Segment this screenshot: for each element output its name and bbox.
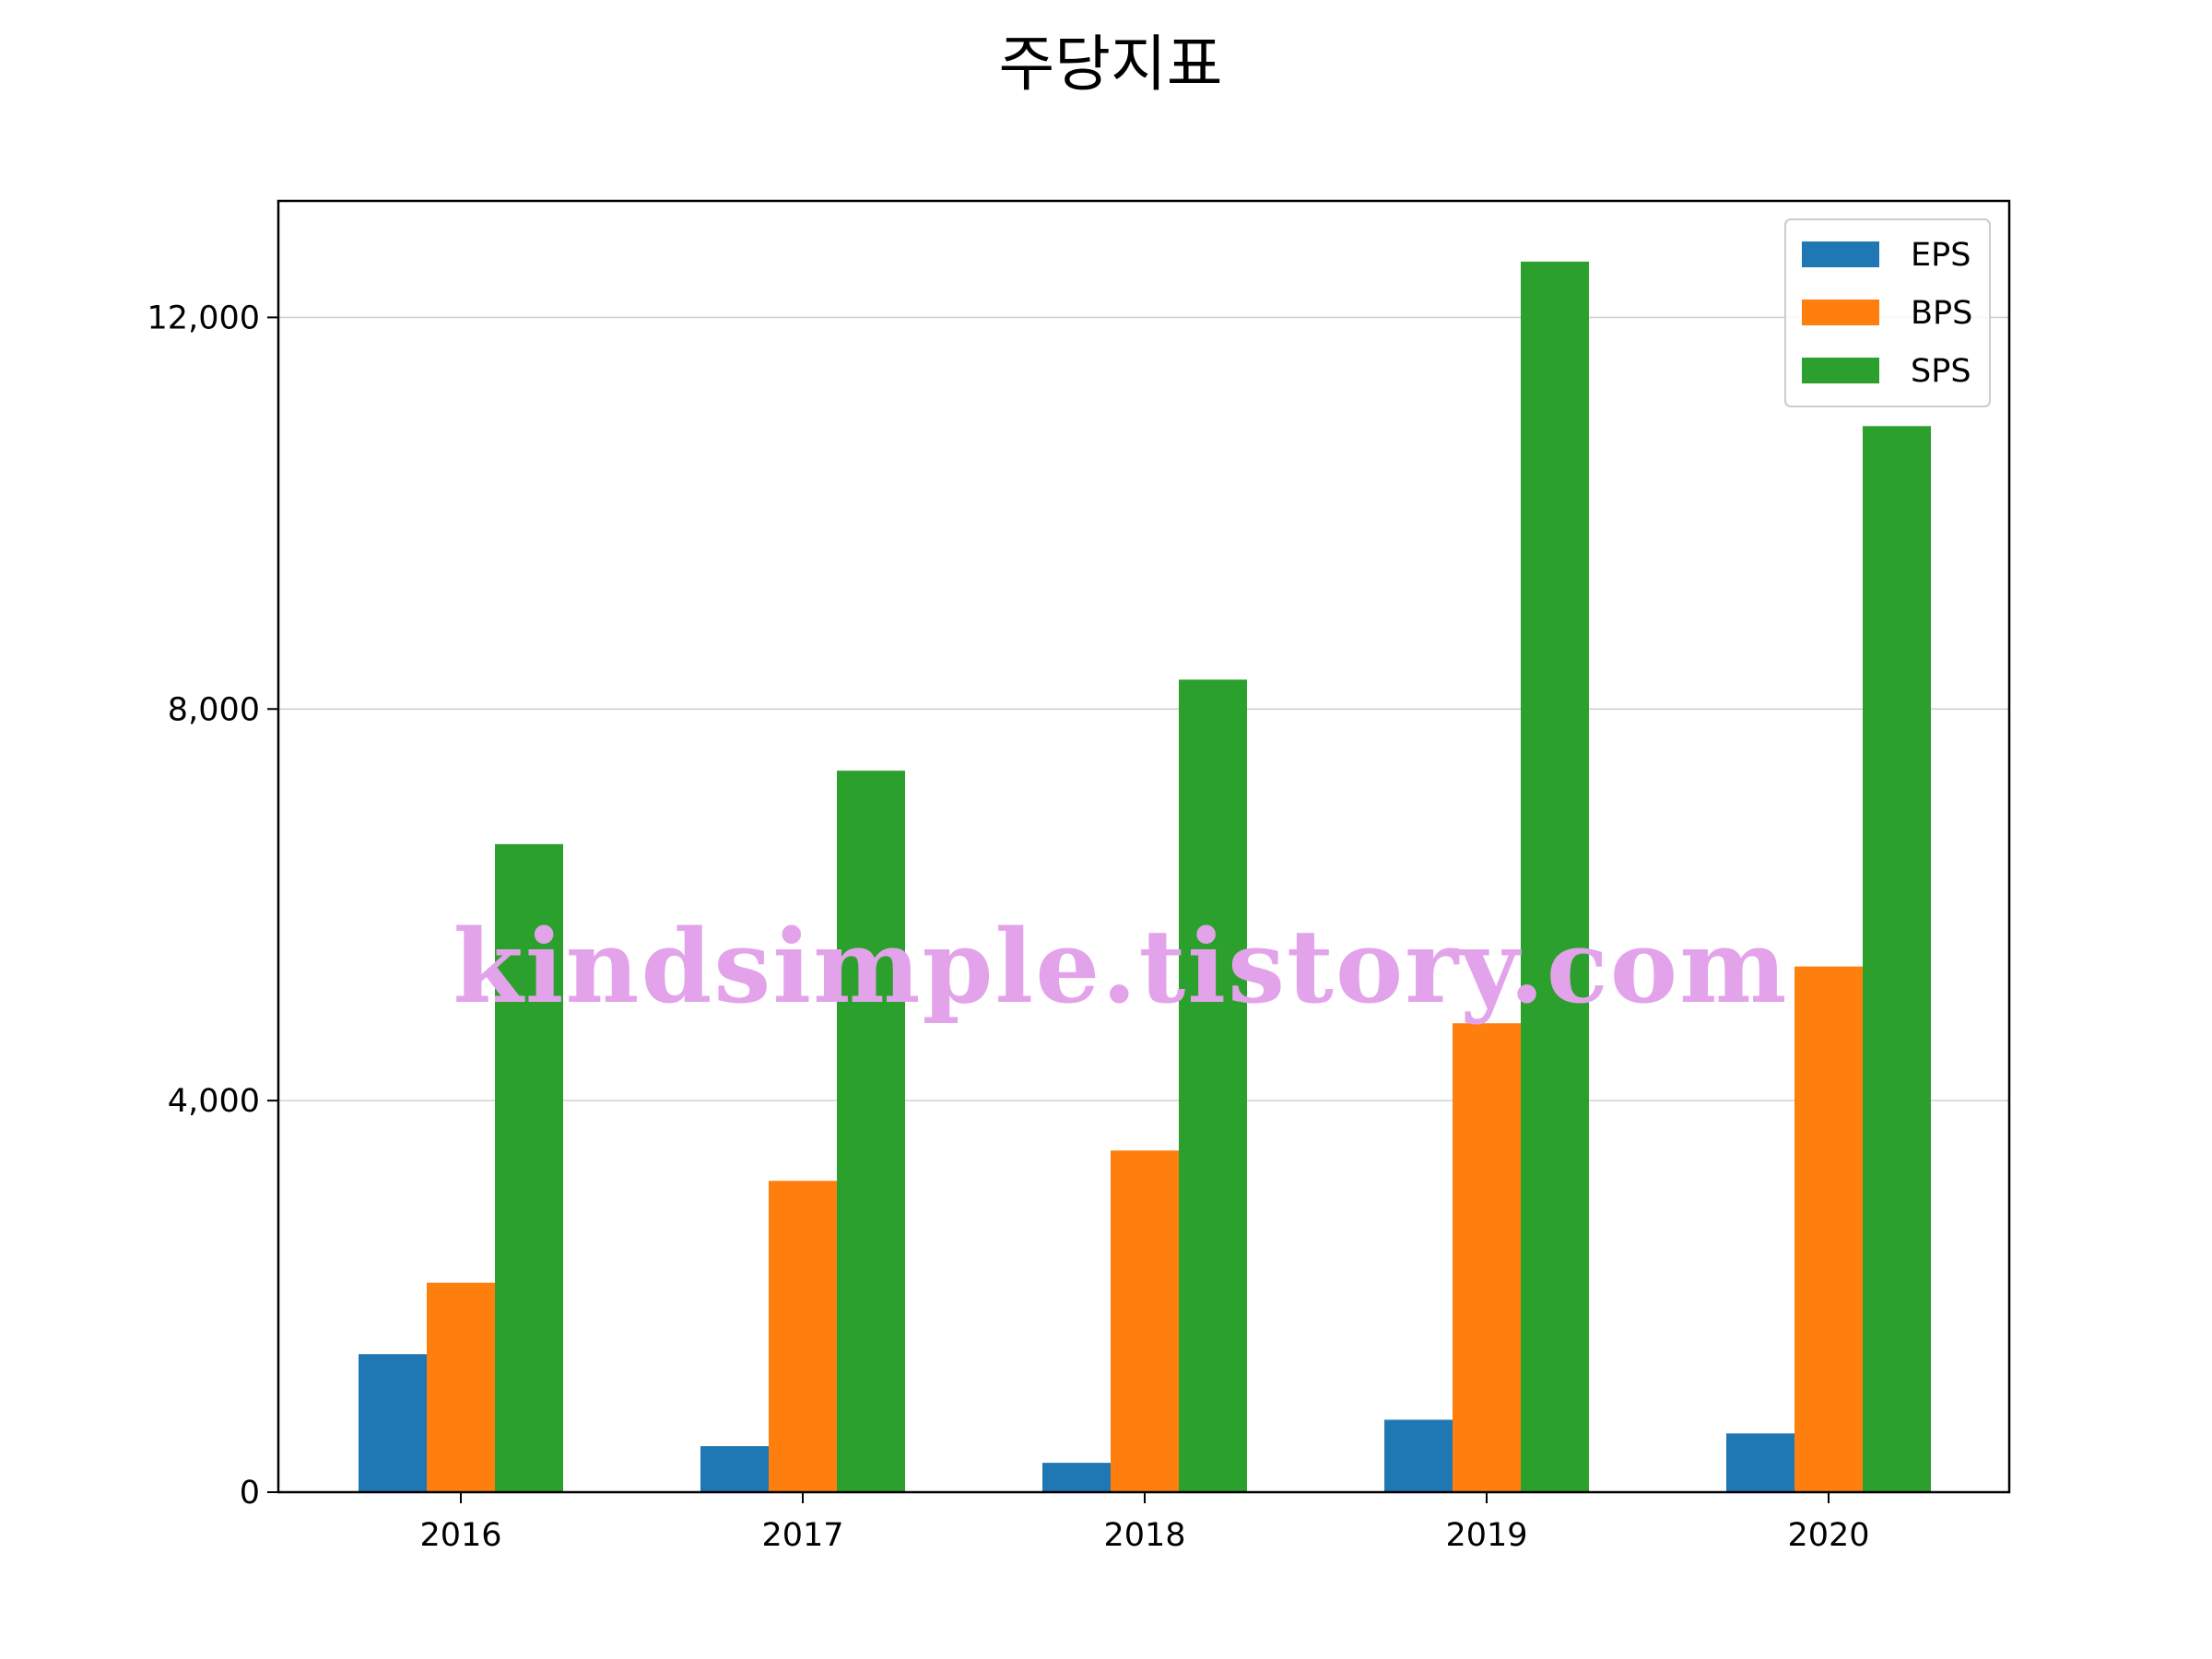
legend-swatch-sps	[1802, 358, 1879, 383]
legend-swatch-bps	[1802, 300, 1879, 325]
legend-label-bps: BPS	[1911, 295, 1972, 332]
y-tick-label: 0	[240, 1475, 260, 1512]
y-tick-label: 8,000	[168, 691, 260, 728]
watermark: kindsimple.tistory.com	[453, 907, 1789, 1026]
x-tick-label: 2016	[419, 1517, 501, 1554]
x-tick-label: 2020	[1787, 1517, 1869, 1554]
grid-lines	[278, 316, 2009, 1101]
legend-swatch-eps	[1802, 241, 1879, 267]
bar-bps-2019	[1453, 1023, 1521, 1492]
legend-label-eps: EPS	[1911, 237, 1971, 274]
legend-label-sps: SPS	[1911, 353, 1971, 390]
bar-sps-2020	[1863, 426, 1931, 1492]
chart-title: 주당지표	[999, 29, 1223, 100]
y-axis: 0 4,000 8,000 12,000	[147, 300, 278, 1512]
bar-sps-2016	[495, 843, 563, 1492]
bar-eps-2019	[1384, 1419, 1453, 1492]
bar-bps-2016	[427, 1282, 495, 1492]
bar-sps-2018	[1179, 679, 1247, 1492]
bar-eps-2017	[700, 1446, 769, 1492]
y-tick-label: 4,000	[168, 1083, 260, 1120]
bar-bps-2017	[769, 1181, 837, 1492]
x-tick-label: 2017	[761, 1517, 843, 1554]
bar-bps-2020	[1794, 966, 1863, 1492]
bar-eps-2016	[359, 1354, 427, 1492]
x-tick-label: 2019	[1445, 1517, 1527, 1554]
x-tick-label: 2018	[1103, 1517, 1185, 1554]
x-axis: 2016 2017 2018 2019 2020	[419, 1492, 1870, 1554]
y-tick-label: 12,000	[147, 300, 260, 336]
bars	[359, 261, 1931, 1492]
legend: EPS BPS SPS	[1784, 218, 1991, 407]
bar-sps-2019	[1521, 261, 1589, 1492]
bar-sps-2017	[837, 771, 905, 1492]
bar-eps-2020	[1726, 1433, 1794, 1492]
bar-eps-2018	[1042, 1463, 1111, 1492]
bar-bps-2018	[1111, 1150, 1179, 1492]
